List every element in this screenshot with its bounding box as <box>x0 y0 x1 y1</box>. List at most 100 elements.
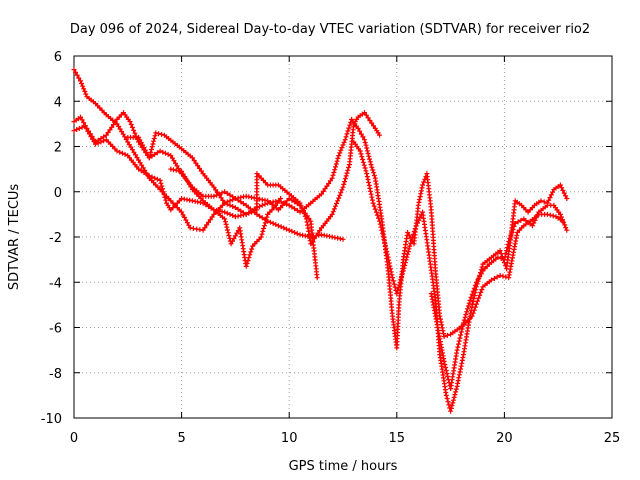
data-point-marker <box>392 284 398 290</box>
data-point-marker <box>151 136 157 141</box>
data-point-marker <box>400 268 406 274</box>
y-axis-label: SDTVAR / TECUs <box>7 184 22 291</box>
data-point-marker <box>218 195 224 201</box>
data-point-marker <box>154 150 160 156</box>
data-point-marker <box>368 162 374 168</box>
data-point-marker <box>370 200 376 206</box>
data-point-marker <box>241 201 246 207</box>
data-point-marker <box>365 151 371 156</box>
data-point-marker <box>503 251 509 257</box>
data-point-marker <box>343 134 349 140</box>
data-point-marker <box>404 254 410 260</box>
data-point-marker <box>146 155 152 161</box>
data-point-marker <box>117 149 123 155</box>
data-point-marker <box>557 211 563 217</box>
data-point-marker <box>243 211 249 217</box>
data-point-marker <box>504 248 510 254</box>
data-point-marker <box>257 204 263 209</box>
data-point-marker <box>165 151 171 157</box>
data-point-marker <box>478 271 484 277</box>
data-point-marker <box>561 219 567 225</box>
data-point-marker <box>222 216 228 222</box>
data-point-marker <box>333 161 339 167</box>
data-point-marker <box>355 125 361 131</box>
data-point-marker <box>319 191 324 197</box>
data-series-2 <box>71 110 320 281</box>
data-point-marker <box>512 244 518 250</box>
data-point-marker <box>315 230 321 236</box>
data-point-marker <box>133 152 138 158</box>
data-point-marker <box>477 292 483 298</box>
data-point-marker <box>529 223 535 229</box>
data-point-marker <box>120 131 126 137</box>
data-point-marker <box>308 241 314 247</box>
data-point-marker <box>360 159 366 165</box>
data-point-marker <box>397 279 403 285</box>
data-point-marker <box>357 128 363 134</box>
data-point-marker <box>330 172 336 178</box>
data-point-marker <box>359 154 365 160</box>
data-point-marker <box>136 157 142 163</box>
data-point-marker <box>289 204 295 210</box>
data-point-marker <box>149 174 155 180</box>
data-point-marker <box>230 194 236 200</box>
data-point-marker <box>136 134 142 140</box>
data-point-marker <box>139 162 145 168</box>
data-point-marker <box>79 81 84 86</box>
data-point-marker <box>563 225 569 231</box>
data-point-marker <box>360 157 366 162</box>
data-point-marker <box>79 117 85 123</box>
data-point-marker <box>222 189 228 195</box>
data-point-marker <box>227 202 233 208</box>
data-point-marker <box>363 142 369 148</box>
data-point-marker <box>230 213 236 218</box>
data-point-marker <box>498 256 504 261</box>
data-point-marker <box>456 341 461 347</box>
data-point-marker <box>506 239 512 244</box>
data-point-marker <box>366 153 372 159</box>
data-point-marker <box>468 310 474 316</box>
data-point-marker <box>262 223 267 229</box>
data-point-marker <box>317 228 323 234</box>
data-point-marker <box>497 248 503 254</box>
data-point-marker <box>198 168 204 174</box>
data-point-marker <box>364 148 370 154</box>
data-point-marker <box>360 134 366 140</box>
data-point-marker <box>278 224 284 230</box>
data-point-marker <box>448 408 454 414</box>
data-point-marker <box>128 144 134 150</box>
data-point-marker <box>189 155 195 161</box>
data-point-marker <box>119 150 125 156</box>
data-point-marker <box>161 192 167 198</box>
data-point-marker <box>337 192 343 198</box>
data-point-marker <box>504 245 510 251</box>
data-point-marker <box>223 221 229 227</box>
data-point-marker <box>388 269 394 275</box>
data-point-marker <box>395 285 401 291</box>
data-point-marker <box>259 202 265 208</box>
data-point-marker <box>362 137 367 143</box>
data-point-marker <box>297 200 303 206</box>
data-point-marker <box>83 91 89 97</box>
data-point-marker <box>152 151 158 157</box>
y-tick-label: -2 <box>49 231 62 246</box>
data-point-marker <box>335 155 341 161</box>
y-tick-label: 4 <box>54 95 62 110</box>
data-point-marker <box>378 224 384 230</box>
data-point-marker <box>406 232 412 238</box>
data-point-marker <box>286 202 292 208</box>
data-point-marker <box>78 114 83 120</box>
data-point-marker <box>371 203 377 209</box>
data-point-marker <box>329 211 335 217</box>
y-tick-label: -10 <box>41 412 62 427</box>
data-point-marker <box>244 261 250 266</box>
data-point-marker <box>186 181 192 187</box>
data-point-marker <box>186 222 192 228</box>
data-point-marker <box>311 236 317 241</box>
data-point-marker <box>382 242 388 248</box>
y-tick-label: -6 <box>49 322 62 337</box>
data-point-marker <box>284 201 289 207</box>
data-point-marker <box>562 222 568 228</box>
data-point-marker <box>345 128 351 134</box>
data-point-marker <box>259 215 265 221</box>
